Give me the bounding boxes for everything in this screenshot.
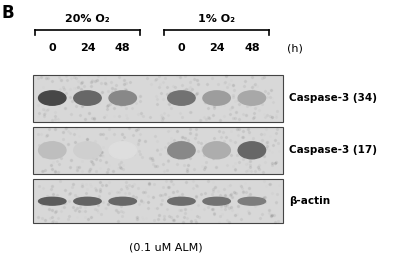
Ellipse shape: [74, 197, 101, 205]
FancyBboxPatch shape: [33, 127, 283, 174]
Text: B: B: [1, 4, 14, 22]
Text: 24: 24: [80, 43, 95, 53]
Ellipse shape: [38, 91, 66, 105]
Text: (h): (h): [287, 43, 303, 53]
Ellipse shape: [238, 142, 266, 159]
Ellipse shape: [109, 91, 136, 105]
FancyBboxPatch shape: [33, 179, 283, 223]
Ellipse shape: [168, 91, 195, 105]
Ellipse shape: [168, 197, 195, 205]
Ellipse shape: [168, 142, 195, 159]
Ellipse shape: [203, 91, 230, 105]
Text: Caspase-3 (17): Caspase-3 (17): [289, 145, 377, 155]
Ellipse shape: [109, 197, 136, 205]
Text: 0: 0: [178, 43, 185, 53]
Ellipse shape: [238, 91, 266, 105]
Ellipse shape: [203, 197, 230, 205]
Ellipse shape: [238, 197, 266, 205]
FancyBboxPatch shape: [33, 74, 283, 121]
Ellipse shape: [109, 142, 136, 159]
Ellipse shape: [38, 142, 66, 159]
Text: Caspase-3 (34): Caspase-3 (34): [289, 93, 377, 103]
Text: 48: 48: [115, 43, 130, 53]
Text: 1% O₂: 1% O₂: [198, 13, 235, 23]
Ellipse shape: [38, 197, 66, 205]
Ellipse shape: [203, 142, 230, 159]
Text: β-actin: β-actin: [289, 196, 330, 206]
Ellipse shape: [74, 142, 101, 159]
Ellipse shape: [74, 91, 101, 105]
Text: (0.1 uM ALM): (0.1 uM ALM): [129, 242, 202, 252]
Text: 24: 24: [209, 43, 224, 53]
Text: 20% O₂: 20% O₂: [65, 13, 110, 23]
Text: 48: 48: [244, 43, 260, 53]
Text: 0: 0: [48, 43, 56, 53]
